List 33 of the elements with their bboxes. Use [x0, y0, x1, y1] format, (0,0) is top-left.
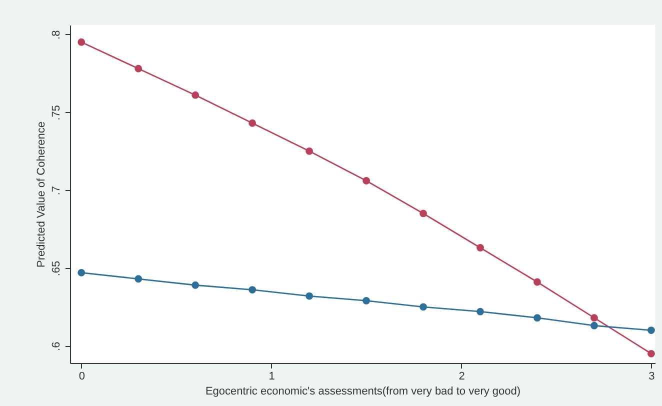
- point: [248, 286, 256, 294]
- x-tick-label: 2: [458, 370, 465, 382]
- point: [134, 64, 142, 72]
- point: [476, 308, 484, 316]
- point: [78, 268, 86, 276]
- y-tick-label: .7: [50, 186, 62, 196]
- point: [534, 278, 541, 286]
- x-axis-title: Egocentric economic's assessments(from very bad to very good): [205, 386, 521, 398]
- point: [420, 210, 427, 218]
- point: [306, 292, 314, 300]
- point: [590, 314, 598, 322]
- point: [476, 244, 484, 252]
- point: [306, 147, 314, 155]
- point: [534, 314, 541, 322]
- point: [134, 275, 142, 283]
- point: [420, 303, 427, 311]
- point: [248, 119, 256, 127]
- point: [362, 296, 370, 304]
- point: [590, 322, 598, 330]
- point: [647, 350, 655, 358]
- point: [362, 177, 370, 184]
- y-tick-label: .6: [50, 342, 62, 351]
- point: [78, 38, 86, 46]
- point: [192, 281, 200, 289]
- x-tick-label: 3: [648, 370, 655, 382]
- point: [647, 326, 655, 334]
- x-tick-label: 1: [268, 370, 275, 382]
- x-tick-label: 0: [78, 370, 85, 382]
- y-tick-label: .65: [50, 260, 62, 276]
- y-axis-title: Predicted Value of Coherence: [36, 122, 48, 268]
- y-tick-label: .75: [50, 105, 62, 120]
- y-tick-label: .8: [50, 30, 62, 40]
- point: [192, 91, 200, 99]
